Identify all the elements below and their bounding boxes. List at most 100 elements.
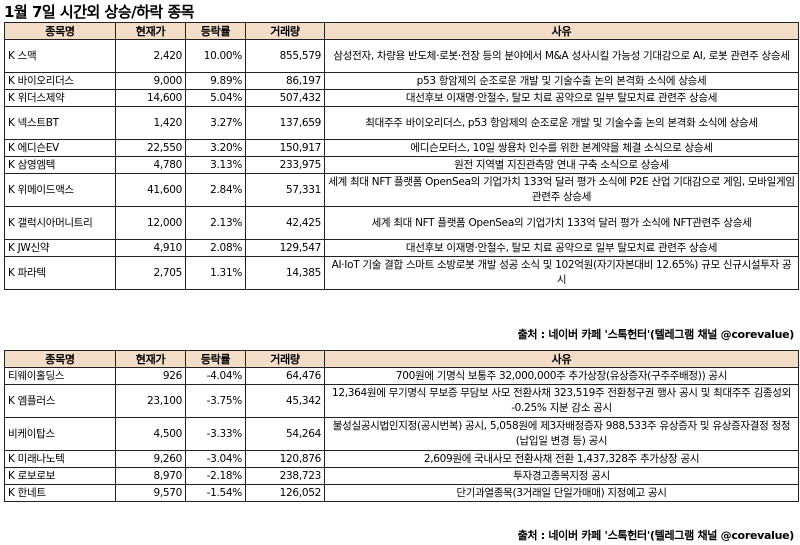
- current-price: 2,420: [115, 39, 186, 73]
- trade-volume: 855,579: [245, 39, 325, 73]
- stock-name: K 미래나노텍: [4, 450, 116, 468]
- current-price: 14,600: [115, 89, 186, 107]
- current-price: 23,100: [115, 384, 186, 418]
- table-row: K 위더스제약 14,600 5.04% 507,432 대선후보 이재명·안철수, 탈…: [4, 89, 799, 107]
- stock-name: K 스맥: [4, 39, 116, 73]
- current-price: 9,000: [115, 72, 186, 90]
- table-row: K 엠플러스 23,100 -3.75% 45,342 12,364원에 무기명식 무보…: [4, 384, 799, 418]
- trade-volume: 45,342: [245, 384, 325, 418]
- stock-name: K 엠플러스: [4, 384, 116, 418]
- table-row: 티웨이홀딩스 926 -4.04% 64,476 700원에 기명식 보통주 32,00…: [4, 367, 799, 385]
- change-rate: 3.13%: [185, 156, 246, 174]
- current-price: 9,570: [115, 484, 186, 502]
- stock-name: K 바이오리더스: [4, 72, 116, 90]
- trade-volume: 14,385: [245, 256, 325, 290]
- stock-name: K 에디슨EV: [4, 139, 116, 157]
- table-row: K 한네트 9,570 -1.54% 126,052 단기과열종목(3거래일 단일가매매…: [4, 484, 799, 502]
- reason-text: 에디슨모터스, 10일 쌍용차 인수를 위한 본계약을 체결 소식으로 상승세: [324, 139, 799, 157]
- stock-name: 티웨이홀딩스: [4, 367, 116, 385]
- header-price: 현재가: [115, 22, 186, 40]
- table-row: K 위메이드맥스 41,600 2.84% 57,331 세계 최대 NFT 플랫폼 O…: [4, 173, 799, 207]
- reason-text: 불성실공시법인지정(공시번복) 공시, 5,058원에 제3자배정증자 988,…: [324, 417, 799, 451]
- header-name: 종목명: [4, 350, 116, 368]
- reason-text: 대선후보 이재명·안철수, 탈모 치료 공약으로 일부 탈모치료 관련주 상승세: [324, 239, 799, 257]
- current-price: 4,910: [115, 239, 186, 257]
- reason-text: AI·IoT 기술 결합 스마트 소방로봇 개발 성공 소식 및 102억원(자…: [324, 256, 799, 290]
- current-price: 12,000: [115, 206, 186, 240]
- table-row: K 파라텍 2,705 1.31% 14,385 AI·IoT 기술 결합 스마트 소방…: [4, 256, 799, 290]
- trade-volume: 120,876: [245, 450, 325, 468]
- trade-volume: 129,547: [245, 239, 325, 257]
- change-rate: -4.04%: [185, 367, 246, 385]
- change-rate: -1.54%: [185, 484, 246, 502]
- table-row: K 바이오리더스 9,000 9.89% 86,197 p53 항암제의 순조로운 개발…: [4, 72, 799, 90]
- current-price: 2,705: [115, 256, 186, 290]
- reason-text: 세계 최대 NFT 플랫폼 OpenSea의 기업가치 133억 달러 평가 소…: [324, 173, 799, 207]
- current-price: 9,260: [115, 450, 186, 468]
- reason-text: 투자경고종목지정 공시: [324, 467, 799, 485]
- table-row: K 스맥 2,420 10.00% 855,579 삼성전자, 차량용 반도체·로봇·전…: [4, 39, 799, 73]
- trade-volume: 42,425: [245, 206, 325, 240]
- current-price: 1,420: [115, 106, 186, 140]
- change-rate: 1.31%: [185, 256, 246, 290]
- current-price: 22,550: [115, 139, 186, 157]
- change-rate: 3.20%: [185, 139, 246, 157]
- table-header-row: 종목명 현재가 등락률 거래량 사유: [4, 350, 799, 368]
- reason-text: p53 항암제의 순조로운 개발 및 기술수출 논의 본격화 소식에 상승세: [324, 72, 799, 90]
- trade-volume: 238,723: [245, 467, 325, 485]
- rising-stocks-table: 종목명 현재가 등락률 거래량 사유 K 스맥 2,420 10.00% 855,57…: [4, 22, 799, 290]
- trade-volume: 57,331: [245, 173, 325, 207]
- table-row: K JW신약 4,910 2.08% 129,547 대선후보 이재명·안철수, 탈모 …: [4, 239, 799, 257]
- source-note: 출처 : 네이버 카페 '스톡헌터'(텔레그램 채널 @corevalue): [517, 328, 795, 341]
- stock-name: K 위메이드맥스: [4, 173, 116, 207]
- trade-volume: 137,659: [245, 106, 325, 140]
- change-rate: 9.89%: [185, 72, 246, 90]
- change-rate: -3.04%: [185, 450, 246, 468]
- change-rate: -2.18%: [185, 467, 246, 485]
- header-change: 등락률: [185, 22, 246, 40]
- current-price: 8,970: [115, 467, 186, 485]
- change-rate: 2.08%: [185, 239, 246, 257]
- stock-name: K 위더스제약: [4, 89, 116, 107]
- header-price: 현재가: [115, 350, 186, 368]
- stock-name: K 넥스트BT: [4, 106, 116, 140]
- reason-text: 삼성전자, 차량용 반도체·로봇·전장 등의 분야에서 M&A 성사시킬 가능성…: [324, 39, 799, 73]
- reason-text: 단기과열종목(3거래일 단일가매매) 지정예고 공시: [324, 484, 799, 502]
- table-header-row: 종목명 현재가 등락률 거래량 사유: [4, 22, 799, 40]
- current-price: 4,780: [115, 156, 186, 174]
- reason-text: 세계 최대 NFT 플랫폼 OpenSea의 기업가치 133억 달러 평가 소…: [324, 206, 799, 240]
- header-name: 종목명: [4, 22, 116, 40]
- trade-volume: 86,197: [245, 72, 325, 90]
- change-rate: -3.33%: [185, 417, 246, 451]
- current-price: 926: [115, 367, 186, 385]
- stock-name: K 파라텍: [4, 256, 116, 290]
- stock-name: K 갤럭시아머니트리: [4, 206, 116, 240]
- reason-text: 원전 지역별 지진관측망 연내 구축 소식으로 상승세: [324, 156, 799, 174]
- reason-text: 대선후보 이재명·안철수, 탈모 치료 공약으로 일부 탈모치료 관련주 상승세: [324, 89, 799, 107]
- table-row: K 넥스트BT 1,420 3.27% 137,659 최대주주 바이오리더스, p53…: [4, 106, 799, 140]
- source-note: 출처 : 네이버 카페 '스톡헌터'(텔레그램 채널 @corevalue): [517, 529, 795, 542]
- reason-text: 700원에 기명식 보통주 32,000,000주 추가상장(유상증자(구주주배…: [324, 367, 799, 385]
- current-price: 41,600: [115, 173, 186, 207]
- header-reason: 사유: [324, 350, 799, 368]
- table-row: K 에디슨EV 22,550 3.20% 150,917 에디슨모터스, 10일 쌍용차…: [4, 139, 799, 157]
- trade-volume: 126,052: [245, 484, 325, 502]
- stock-name: 비케이탑스: [4, 417, 116, 451]
- change-rate: 2.84%: [185, 173, 246, 207]
- header-volume: 거래량: [245, 22, 325, 40]
- current-price: 4,500: [115, 417, 186, 451]
- reason-text: 최대주주 바이오리더스, p53 항암제의 순조로운 개발 및 기술수출 논의 …: [324, 106, 799, 140]
- header-reason: 사유: [324, 22, 799, 40]
- table-row: K 로보로보 8,970 -2.18% 238,723 투자경고종목지정 공시: [4, 467, 799, 485]
- trade-volume: 507,432: [245, 89, 325, 107]
- change-rate: -3.75%: [185, 384, 246, 418]
- trade-volume: 150,917: [245, 139, 325, 157]
- page-title: 1월 7일 시간외 상승/하락 종목: [4, 3, 195, 21]
- change-rate: 10.00%: [185, 39, 246, 73]
- table-row: K 삼영엠텍 4,780 3.13% 233,975 원전 지역별 지진관측망 연내 구…: [4, 156, 799, 174]
- stock-name: K 삼영엠텍: [4, 156, 116, 174]
- reason-text: 12,364원에 무기명식 무보증 무담보 사모 전환사채 323,519주 전…: [324, 384, 799, 418]
- trade-volume: 54,264: [245, 417, 325, 451]
- change-rate: 3.27%: [185, 106, 246, 140]
- header-change: 등락률: [185, 350, 246, 368]
